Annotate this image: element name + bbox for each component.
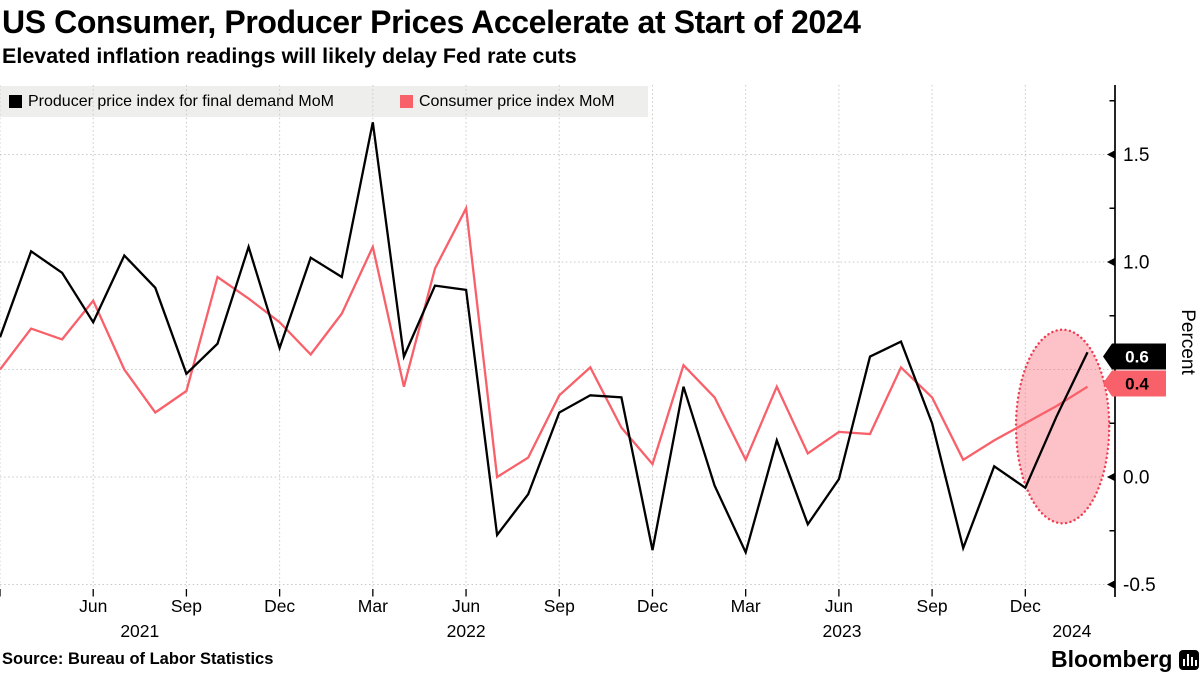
bloomberg-logo: Bloomberg [1051, 646, 1200, 673]
y-axis-label-0-0: 0.0 [1123, 468, 1149, 489]
legend-swatch-ppi-icon [9, 95, 22, 108]
bloomberg-terminal-bars-icon [1179, 649, 1200, 670]
year-label-2022: 2022 [447, 621, 486, 641]
x-tick-label: Sep [917, 596, 948, 616]
value-tag-cpi-shape [1103, 370, 1166, 397]
value-tag-cpi: 0.4 [1103, 370, 1166, 397]
y-major-tick [1107, 580, 1115, 589]
bloomberg-logo-text: Bloomberg [1051, 646, 1173, 672]
x-tick-label: Dec [264, 596, 295, 616]
legend-strip-background [0, 86, 648, 117]
x-axis-year-labels: 2021 2022 2023 2024 [120, 621, 1091, 641]
value-tag-cpi-text: 0.4 [1125, 375, 1149, 394]
y-axis-label-neg-0-5: -0.5 [1123, 575, 1156, 596]
year-label-2023: 2023 [823, 621, 862, 641]
horizontal-gridlines [0, 154, 1115, 585]
y-major-tick [1107, 150, 1115, 159]
legend-label-ppi: Producer price index for final demand Mo… [28, 92, 334, 110]
x-axis-ticks [0, 589, 1026, 597]
y-axis-major-ticks [1107, 150, 1115, 589]
source-note: Source: Bureau of Labor Statistics [2, 650, 274, 668]
legend-item-ppi: Producer price index for final demand Mo… [9, 93, 334, 110]
y-major-tick [1107, 257, 1115, 267]
x-tick-label: Jun [825, 596, 853, 616]
highlight-ellipse [1014, 328, 1111, 525]
x-tick-label: Sep [171, 596, 202, 616]
x-tick-label: Mar [731, 596, 761, 616]
x-tick-label: Dec [637, 596, 668, 616]
cpi-line [0, 204, 1089, 479]
x-tick-label: Dec [1010, 596, 1041, 616]
legend-swatch-cpi-icon [400, 95, 413, 108]
y-axis-label-1-5: 1.5 [1123, 145, 1149, 166]
year-label-2024: 2024 [1052, 621, 1091, 641]
x-tick-label: Mar [358, 596, 388, 616]
y-axis-minor-ticks [1109, 100, 1115, 532]
x-tick-label: Jun [79, 596, 107, 616]
y-axis-labels: 1.5 1.0 0.0 -0.5 [1123, 145, 1156, 596]
y-axis-unit-title: Percent [1177, 309, 1198, 375]
value-tag-ppi-shape [1103, 343, 1166, 370]
legend-item-cpi: Consumer price index MoM [400, 93, 615, 110]
y-axis-label-1-0: 1.0 [1123, 253, 1149, 274]
y-major-tick [1107, 472, 1115, 482]
chart-subtitle: Elevated inflation readings will likely … [2, 44, 577, 68]
value-tag-ppi: 0.6 [1103, 343, 1166, 370]
value-tag-ppi-text: 0.6 [1125, 348, 1149, 367]
x-tick-label: Sep [544, 596, 575, 616]
x-axis-month-labels: Jun Sep Dec Mar Jun Sep Dec Mar Jun Sep Dec [79, 596, 1041, 616]
chart-title: US Consumer, Producer Prices Accelerate … [2, 4, 861, 40]
year-label-2021: 2021 [120, 621, 159, 641]
ppi-line [0, 122, 1089, 556]
legend-label-cpi: Consumer price index MoM [419, 92, 615, 110]
x-tick-label: Jun [452, 596, 480, 616]
